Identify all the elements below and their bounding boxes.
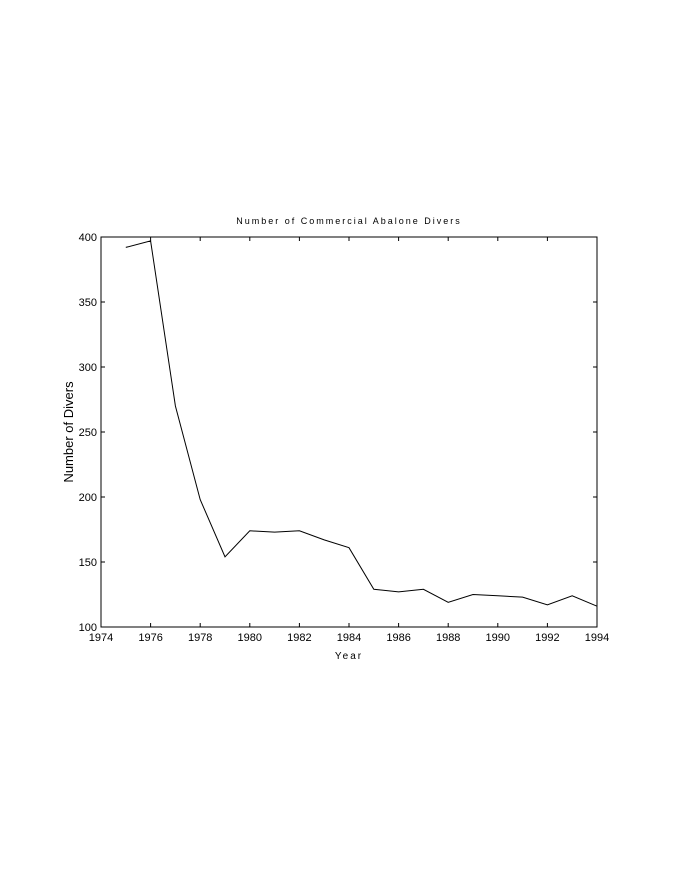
x-tick-label: 1976 <box>138 632 162 644</box>
data-point <box>570 594 574 598</box>
data-point <box>347 546 351 550</box>
x-axis-label: Year <box>335 651 363 662</box>
x-tick-label: 1984 <box>337 632 361 644</box>
chart-title: Number of Commercial Abalone Divers <box>236 216 462 226</box>
data-point <box>397 590 401 594</box>
x-tick-label: 1988 <box>436 632 460 644</box>
series-layer <box>124 239 599 608</box>
y-tick-label: 250 <box>79 427 97 439</box>
x-tick-label: 1982 <box>287 632 311 644</box>
data-point <box>421 587 425 591</box>
x-tick-label: 1986 <box>386 632 410 644</box>
data-point <box>223 555 227 559</box>
x-tick-label: 1994 <box>585 632 609 644</box>
data-point <box>297 529 301 533</box>
data-point <box>149 239 153 243</box>
plot-frame <box>100 236 598 628</box>
data-point <box>322 538 326 542</box>
series-line <box>125 240 598 607</box>
data-point <box>545 603 549 607</box>
x-tick-label: 1992 <box>535 632 559 644</box>
x-axis: 1974 1976 1978 1980 1982 1984 1986 1988 1990 1992… <box>89 237 609 644</box>
x-tick-label: 1978 <box>188 632 212 644</box>
data-point <box>496 594 500 598</box>
y-tick-label: 400 <box>79 232 97 244</box>
y-tick-label: 150 <box>79 557 97 569</box>
data-point <box>446 600 450 604</box>
y-axis: 100 150 200 250 300 350 400 <box>79 232 597 634</box>
data-point <box>372 587 376 591</box>
y-tick-label: 300 <box>79 362 97 374</box>
data-point <box>173 404 177 408</box>
data-point <box>595 604 599 608</box>
x-tick-label: 1974 <box>89 632 113 644</box>
data-point <box>471 593 475 597</box>
y-tick-label: 200 <box>79 492 97 504</box>
data-point <box>198 498 202 502</box>
data-point <box>273 530 277 534</box>
data-point <box>521 595 525 599</box>
data-point <box>248 529 252 533</box>
x-tick-label: 1980 <box>238 632 262 644</box>
data-point <box>124 245 128 249</box>
y-tick-label: 350 <box>79 297 97 309</box>
y-tick-label: 100 <box>79 622 97 634</box>
x-tick-label: 1990 <box>486 632 510 644</box>
y-axis-label: Number of Divers <box>61 381 76 483</box>
